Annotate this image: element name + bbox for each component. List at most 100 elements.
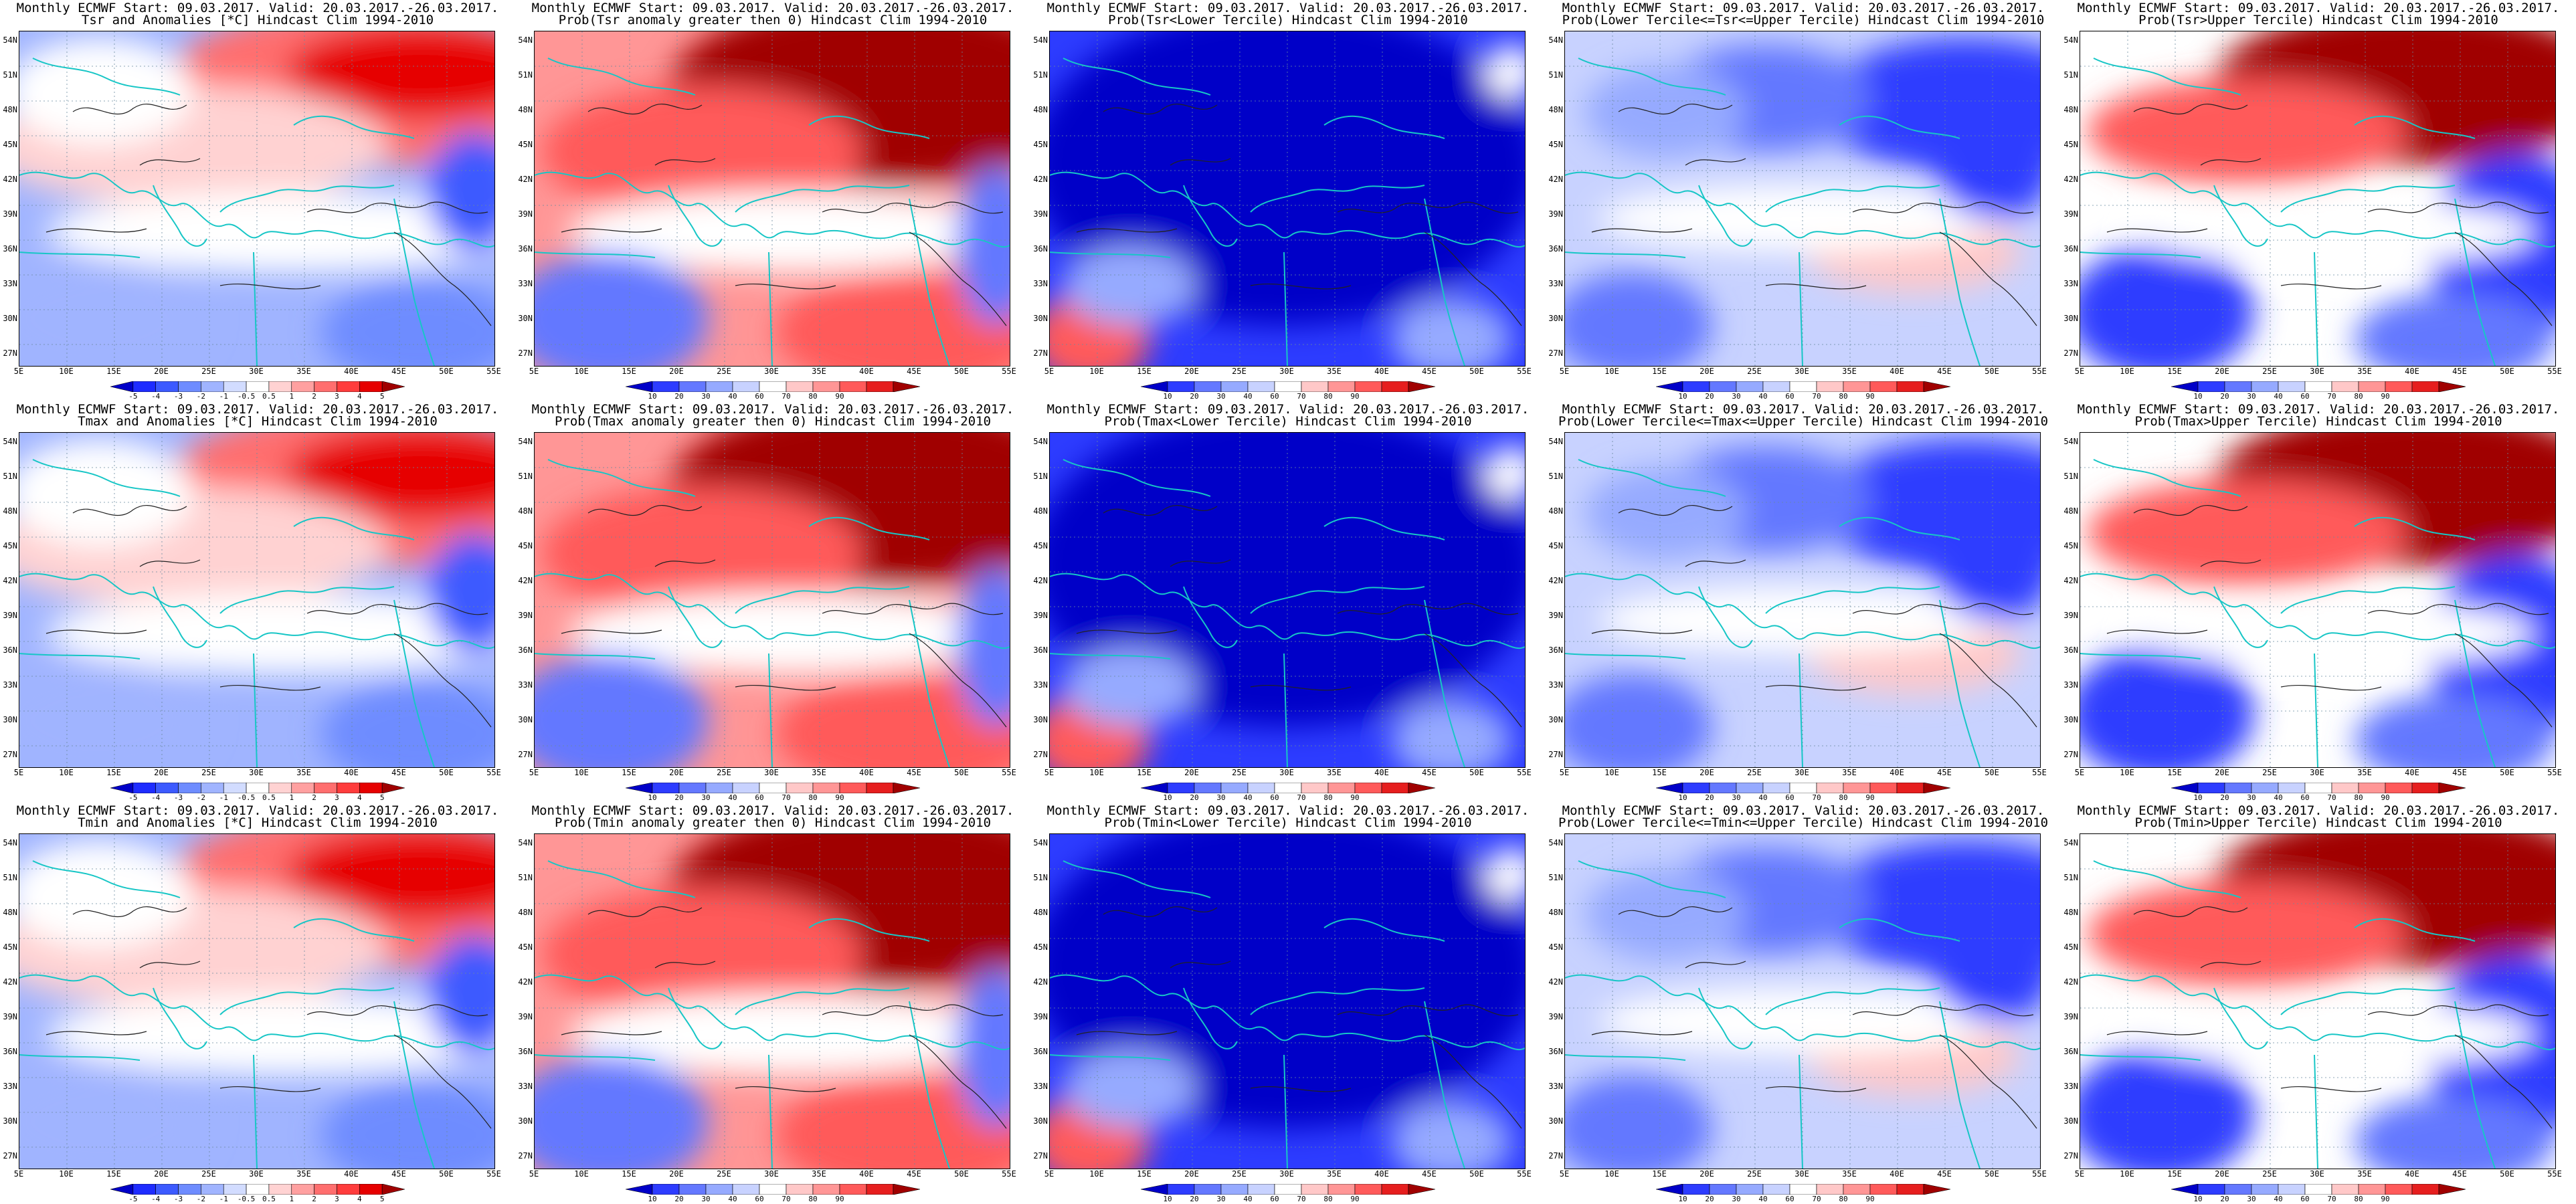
colorbar-tick-label: 80 (808, 1195, 818, 1203)
colorbar-swatch (1656, 783, 1683, 793)
longitude-label: 30E (1279, 1169, 1294, 1179)
coastline (1250, 586, 1425, 614)
latitude-label: 45N (3, 541, 17, 550)
latitude-label: 33N (1548, 1082, 1563, 1091)
latitude-label: 27N (1033, 1151, 1048, 1161)
latitude-label: 27N (1548, 1151, 1563, 1161)
map-frame (534, 432, 1010, 768)
coastline (2213, 987, 2268, 1049)
colorbar-swatch (705, 381, 733, 392)
colorbar-tick-label: 40 (1758, 1195, 1768, 1203)
colorbar-swatch (2251, 1184, 2279, 1195)
latitude-label: 42N (2063, 977, 2078, 987)
latitude-label: 39N (518, 209, 533, 219)
longitude-label: 10E (59, 768, 74, 777)
colorbar-swatch (1408, 381, 1435, 392)
colorbar-tick-label: 80 (2354, 392, 2363, 401)
map-frame (1564, 432, 2041, 768)
colorbar-swatch (705, 1184, 733, 1195)
colorbar-swatch (110, 783, 134, 793)
latitude-label: 33N (2063, 1082, 2078, 1091)
longitude-label: 55E (1002, 1169, 1016, 1179)
colorbar-swatch (705, 783, 733, 793)
longitude-label: 40E (1374, 768, 1389, 777)
colorbar-tick-label: -2 (196, 392, 205, 401)
shaded-region (19, 841, 193, 948)
longitude-label: 45E (907, 1169, 921, 1179)
longitude-label: 50E (1469, 1169, 1484, 1179)
colorbar-swatch (337, 381, 360, 392)
colorbar-swatch (839, 1184, 867, 1195)
latitude-label: 45N (2063, 541, 2078, 550)
contour-line (587, 104, 703, 115)
forecast-panel-tsr-pos: Monthly ECMWF Start: 09.03.2017. Valid: … (515, 0, 1030, 401)
contour-line (1250, 283, 1352, 290)
panel-subtitle: Prob(Tmax<Lower Tercile) Hindcast Clim 1… (1104, 414, 1472, 429)
contour-line (2367, 1004, 2549, 1017)
forecast-panel-tmin-middle: Monthly ECMWF Start: 09.03.2017. Valid: … (1546, 803, 2061, 1204)
map-field (19, 433, 494, 767)
coastline (2080, 573, 2555, 649)
colorbar (1656, 783, 1950, 793)
longitude-label: 10E (1604, 367, 1619, 376)
colorbar-swatch (132, 783, 156, 793)
colorbar-swatch (1247, 381, 1275, 392)
colorbar-swatch (337, 783, 360, 793)
longitude-label: 30E (2310, 367, 2324, 376)
contour-line (735, 684, 836, 691)
colorbar-tick-label: 90 (2381, 793, 2390, 802)
colorbar-tick-label: 2 (312, 1195, 316, 1203)
colorbar-swatch (359, 381, 383, 392)
shaded-region (2355, 694, 2555, 767)
coastline (2093, 860, 2241, 898)
colorbar-swatch (652, 1184, 680, 1195)
colorbar-swatch (2224, 1184, 2252, 1195)
shaded-region (1585, 65, 1746, 159)
longitude-label: 50E (1985, 1169, 1999, 1179)
contour-line (306, 201, 488, 214)
longitude-label: 45E (1937, 367, 1952, 376)
colorbar-tick-label: 70 (1812, 793, 1821, 802)
colorbar-tick-label: 90 (2381, 1195, 2390, 1203)
latitude-label: 45N (1548, 942, 1563, 952)
coastline (1250, 185, 1425, 213)
latitude-label: 54N (3, 838, 17, 847)
colorbar-swatch (678, 381, 707, 392)
longitude-label: 40E (2405, 768, 2419, 777)
latitude-label: 45N (3, 942, 17, 952)
coastline (1250, 987, 1425, 1015)
longitude-label: 15E (1137, 768, 1152, 777)
panel-subtitle: Prob(Tmax>Upper Tercile) Hindcast Clim 1… (2134, 414, 2502, 429)
colorbar-swatch (155, 381, 179, 392)
shaded-region (19, 259, 207, 366)
colorbar-tick-label: 10 (1678, 793, 1687, 802)
colorbar-swatch (2385, 381, 2413, 392)
colorbar-tick-label: 60 (1785, 392, 1795, 401)
latitude-label: 48N (2063, 506, 2078, 516)
coastline (735, 586, 910, 614)
coastline (1565, 1054, 1686, 1061)
longitude-label: 25E (1232, 768, 1247, 777)
longitude-label: 25E (201, 1169, 216, 1179)
longitude-label: 35E (1842, 1169, 1857, 1179)
longitude-label: 35E (1327, 1169, 1342, 1179)
longitude-label: 15E (622, 1169, 636, 1179)
longitude-label: 10E (2120, 367, 2134, 376)
map-field (19, 834, 494, 1169)
longitude-label: 5E (13, 367, 24, 376)
coastline (535, 974, 1010, 1050)
longitude-label: 20E (669, 1169, 684, 1179)
coastline (2080, 252, 2201, 258)
colorbar-tick-label: 70 (781, 1195, 791, 1203)
colorbar-tick-label: 30 (701, 793, 711, 802)
coastline (1323, 918, 1445, 942)
forecast-panel-tmin-lower: Monthly ECMWF Start: 09.03.2017. Valid: … (1030, 803, 1546, 1204)
longitude-label: 10E (2120, 1169, 2134, 1179)
coastline (32, 58, 181, 96)
colorbar-tick-label: 40 (728, 392, 737, 401)
shaded-region (19, 439, 193, 546)
contour-line (1103, 906, 1218, 918)
contour-line (393, 231, 492, 326)
longitude-label: 30E (249, 1169, 264, 1179)
longitude-label: 15E (622, 367, 636, 376)
